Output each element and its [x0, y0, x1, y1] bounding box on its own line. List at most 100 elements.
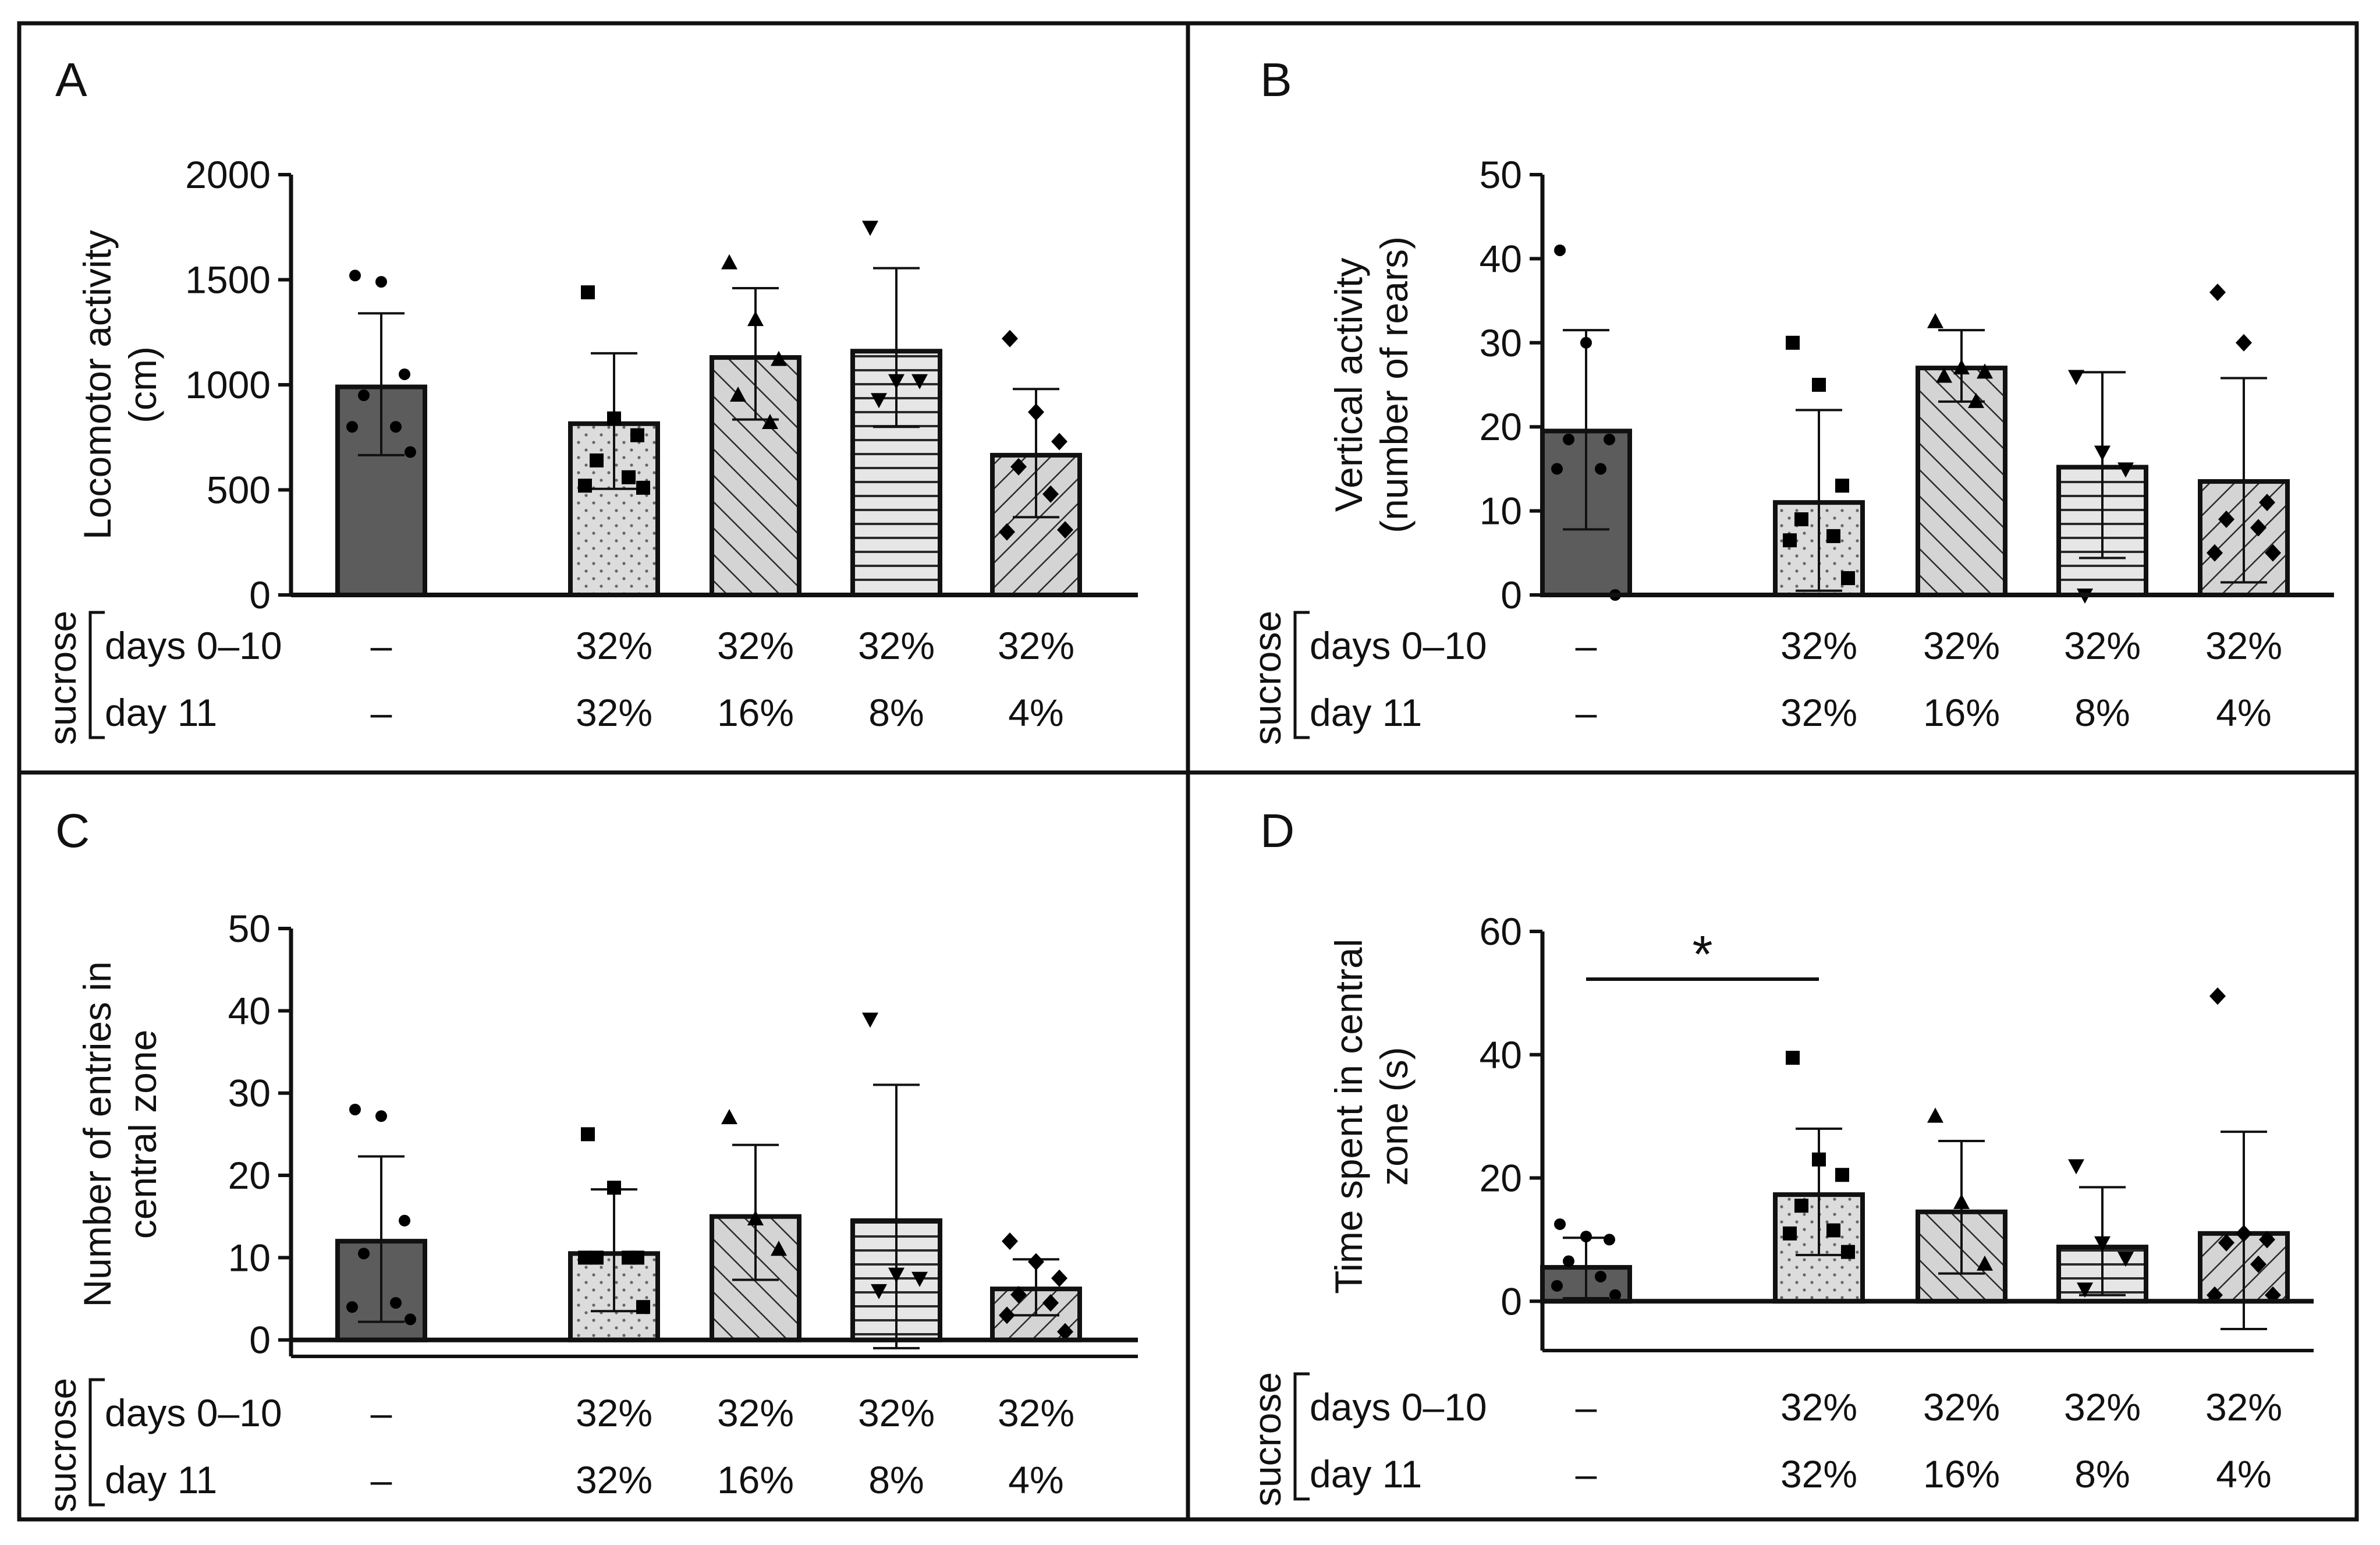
cell-day-11: 8% — [868, 691, 924, 734]
data-point — [721, 254, 737, 270]
data-point — [862, 221, 878, 236]
y-tick-label: 50 — [228, 907, 271, 950]
data-point — [2218, 511, 2234, 529]
panel-letter: C — [55, 805, 90, 857]
y-tick-label: 20 — [228, 1154, 271, 1197]
data-point — [999, 523, 1015, 541]
data-point — [375, 276, 387, 288]
data-point — [349, 270, 361, 282]
y-tick-label: 1000 — [185, 363, 271, 406]
cell-days-0-10: – — [371, 1391, 392, 1434]
cell-day-11: 16% — [1923, 1452, 2000, 1496]
data-point — [1604, 1234, 1615, 1246]
cell-day-11: 32% — [576, 1458, 652, 1501]
data-point — [1835, 1168, 1849, 1182]
data-point — [1841, 1245, 1855, 1259]
data-point — [578, 1250, 592, 1265]
data-point — [2218, 1234, 2234, 1252]
data-point — [390, 1297, 402, 1309]
bar-group — [1773, 335, 1865, 597]
data-point — [2094, 445, 2111, 461]
data-point — [1051, 1269, 1067, 1287]
panel-letter: A — [55, 54, 87, 107]
y-tick-label: 500 — [207, 469, 271, 512]
cell-day-11: 4% — [2216, 1452, 2271, 1496]
data-point — [1927, 1107, 1943, 1123]
cell-days-0-10: 32% — [858, 624, 935, 667]
panel-letter: D — [1260, 805, 1294, 857]
cell-days-0-10: 32% — [576, 624, 652, 667]
cell-days-0-10: – — [371, 624, 392, 667]
panel-a: A Locomotor activity(cm) 0 500 1000 1500 2000 s… — [41, 54, 1138, 745]
cell-day-11: 16% — [1923, 691, 2000, 734]
panel-c: C Number of entries incentral zone 0 10 20 30… — [41, 805, 1138, 1512]
y-tick-label: 0 — [1501, 573, 1522, 616]
data-point — [1826, 1223, 1840, 1238]
data-point — [358, 389, 370, 402]
data-point — [911, 374, 928, 389]
cell-days-0-10: 32% — [2205, 624, 2282, 667]
bar-group — [850, 1012, 942, 1349]
data-point — [346, 1301, 358, 1313]
cell-days-0-10: 32% — [576, 1391, 652, 1434]
data-point — [622, 470, 636, 484]
bar-group — [990, 1232, 1082, 1342]
cell-days-0-10: – — [1576, 624, 1597, 667]
cell-days-0-10: 32% — [858, 1391, 935, 1434]
cell-days-0-10: 32% — [998, 624, 1074, 667]
data-point — [1563, 1255, 1574, 1267]
data-point — [730, 387, 746, 402]
data-point — [1936, 367, 1952, 383]
cell-days-0-10: 32% — [1923, 624, 2000, 667]
data-point — [2068, 370, 2084, 385]
row-label-day-11: day 11 — [105, 691, 217, 734]
y-axis-title-line: (cm) — [121, 346, 164, 423]
cell-days-0-10: 32% — [717, 624, 794, 667]
cell-days-0-10: 32% — [1780, 624, 1857, 667]
data-point — [1002, 329, 1018, 348]
data-point — [762, 413, 778, 429]
data-point — [2207, 544, 2223, 562]
data-point — [1786, 1051, 1800, 1065]
bar-group — [1916, 313, 2007, 597]
factor-label: sucrose — [1246, 1372, 1289, 1507]
data-point — [888, 1267, 905, 1283]
cell-day-11: 32% — [1780, 691, 1857, 734]
data-point — [1042, 485, 1059, 503]
data-point — [871, 393, 887, 409]
data-point — [349, 1103, 361, 1115]
data-point — [1812, 378, 1826, 392]
data-point — [2250, 1255, 2267, 1273]
y-tick-label: 0 — [249, 573, 271, 616]
bar-group — [1773, 1051, 1865, 1304]
table-bracket — [88, 611, 105, 739]
bar-group — [335, 1103, 427, 1342]
y-tick-label: 50 — [1480, 153, 1522, 196]
data-point — [630, 428, 644, 442]
data-point — [1563, 433, 1574, 445]
data-point — [1580, 336, 1592, 349]
data-point — [2265, 544, 2281, 562]
panel-letter: B — [1260, 54, 1292, 107]
data-point — [1554, 1218, 1566, 1230]
data-point — [999, 1306, 1015, 1324]
y-axis-title-line: (number of rears) — [1372, 236, 1416, 533]
y-axis-title: Number of entries incentral zone — [76, 961, 164, 1307]
data-point — [358, 1248, 370, 1260]
y-axis-title-line: Time spent in central — [1327, 939, 1370, 1294]
table-bracket — [1293, 611, 1310, 739]
y-tick-label: 30 — [228, 1072, 271, 1115]
data-point — [2117, 462, 2134, 478]
data-point — [636, 1300, 650, 1314]
y-tick-label: 20 — [1480, 405, 1522, 448]
row-label-days-0-10: days 0–10 — [105, 1391, 282, 1434]
cell-day-11: 32% — [1780, 1452, 1857, 1496]
data-point — [1927, 313, 1943, 328]
data-point — [1604, 433, 1615, 445]
data-point — [1794, 512, 1808, 527]
cell-day-11: 4% — [2216, 691, 2271, 734]
data-point — [399, 1214, 410, 1227]
cell-day-11: – — [1576, 691, 1597, 734]
